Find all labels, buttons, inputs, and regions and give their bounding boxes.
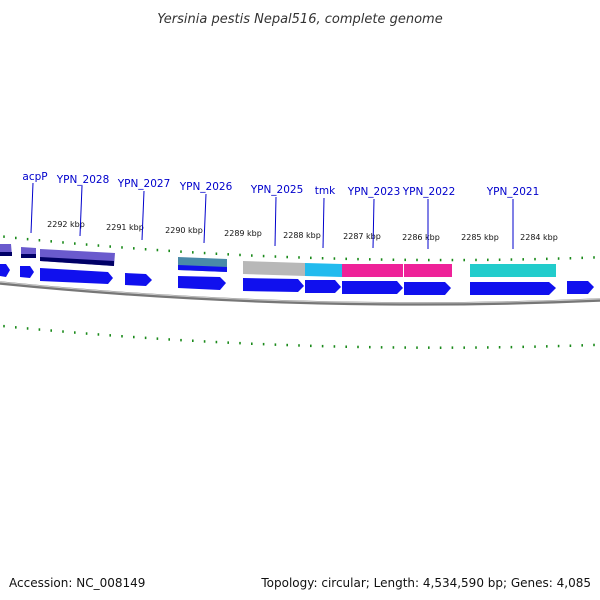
cds-track (0, 264, 594, 295)
gene-label-ypn2028: YPN_2028 (56, 174, 110, 186)
kbp-label: 2285 kbp (461, 233, 499, 242)
gene-label-ypn2023: YPN_2023 (347, 186, 401, 198)
kbp-label: 2290 kbp (165, 226, 203, 235)
cog-bar-ypn2025 (243, 261, 305, 276)
gene-label-ypn2026: YPN_2026 (179, 181, 233, 193)
outer-tick-ring (3, 235, 595, 262)
cds-arrow (0, 264, 10, 277)
kbp-label: 2286 kbp (402, 233, 440, 242)
genome-backbone (0, 281, 600, 306)
cog-bar-tmk (305, 263, 342, 277)
label-line (79, 185, 83, 237)
cds-arrow-ypn2026 (178, 276, 226, 290)
cds-arrow (567, 281, 594, 294)
label-line (203, 193, 207, 244)
cog-bar-ypn2023 (342, 264, 403, 277)
cds-arrow-ypn2023 (342, 281, 403, 294)
map-title: Yersinia pestis Nepal516, complete genom… (157, 12, 442, 27)
kbp-label: 2289 kbp (224, 229, 262, 238)
gene-label-acpP: acpP (22, 171, 47, 183)
label-line (30, 182, 34, 234)
cds-arrow-ypn2022 (404, 282, 451, 295)
cds-arrow-ypn2028 (40, 268, 113, 284)
kbp-label: 2292 kbp (47, 220, 85, 229)
kbp-label: 2288 kbp (283, 231, 321, 240)
gene-label-ypn2025: YPN_2025 (250, 184, 304, 196)
label-line (322, 197, 325, 249)
kbp-labels: 2292 kbp 2291 kbp 2290 kbp 2289 kbp 2288… (47, 220, 558, 242)
label-line (372, 198, 375, 249)
kbp-label: 2284 kbp (520, 233, 558, 242)
cds-arrow-tmk (305, 280, 341, 293)
gene-label-ypn2022: YPN_2022 (402, 186, 456, 198)
kbp-label: 2287 kbp (343, 232, 381, 241)
label-line (274, 196, 277, 247)
cds-arrow-ypn2025 (243, 278, 304, 292)
cds-arrow-ypn2027 (125, 273, 152, 286)
topology-summary: Topology: circular; Length: 4,534,590 bp… (261, 576, 591, 590)
accession-text: Accession: NC_008149 (9, 576, 146, 590)
gene-labels: acpP YPN_2028 YPN_2027 YPN_2026 YPN_2025… (22, 171, 539, 249)
kbp-label: 2291 kbp (106, 223, 144, 232)
inner-tick-ring (3, 324, 595, 349)
label-line (141, 190, 145, 241)
gene-label-tmk: tmk (315, 185, 336, 197)
gene-label-ypn2027: YPN_2027 (117, 178, 171, 190)
gene-label-ypn2021: YPN_2021 (486, 186, 540, 198)
cds-arrow-acpP (20, 266, 34, 278)
cog-bar-ypn2022 (404, 264, 452, 277)
cog-bar-ypn2021 (470, 264, 556, 277)
cds-arrow-ypn2021 (470, 282, 556, 295)
cog-track (0, 244, 556, 277)
